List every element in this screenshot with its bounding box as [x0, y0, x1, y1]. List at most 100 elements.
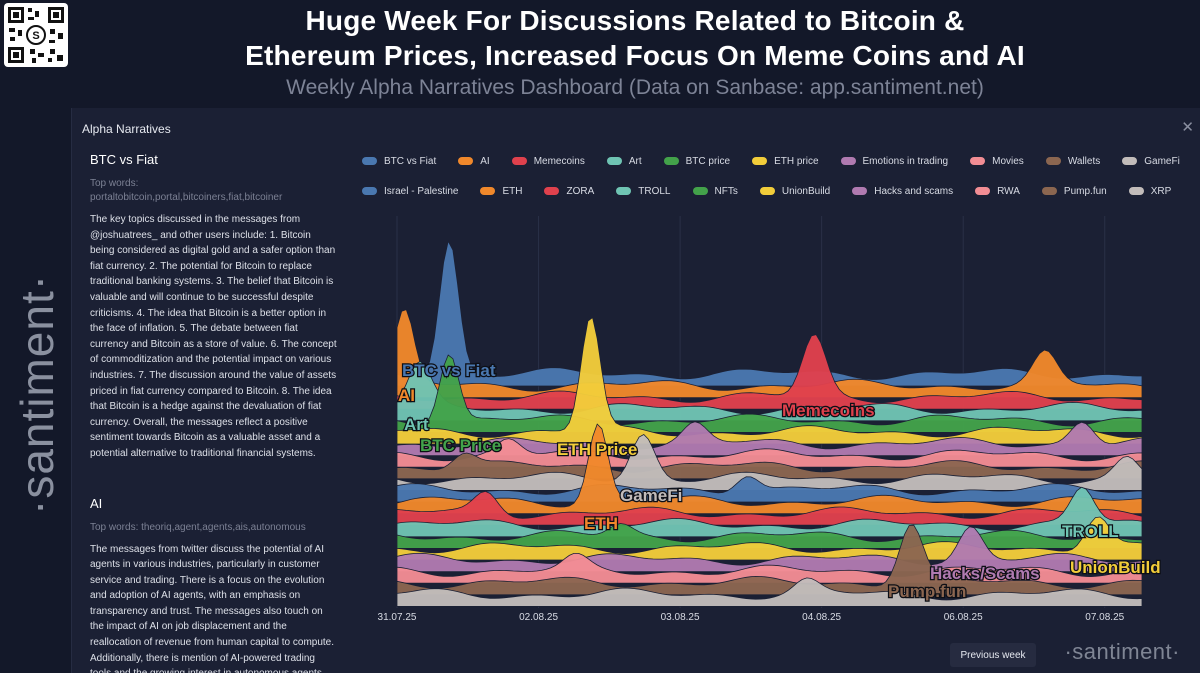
- legend-item-eth[interactable]: ETH: [480, 186, 522, 197]
- narrative-item-ai[interactable]: AI Top words: theoriq,agent,agents,ais,a…: [90, 496, 338, 673]
- legend-item-nfts[interactable]: NFTs: [692, 185, 738, 197]
- callout-btc-price: BTC Price: [419, 435, 503, 457]
- callout-btc-vs-fiat: BTC vs Fiat: [401, 360, 497, 382]
- x-axis-labels: 31.07.25 02.08.25 03.08.25 04.08.25 06.08.25…: [362, 612, 1182, 626]
- legend-item-eth-price[interactable]: ETH price: [752, 155, 819, 167]
- narrative-title: BTC vs Fiat: [90, 152, 158, 167]
- x-tick-label: 31.07.25: [377, 612, 417, 623]
- ridge-pump-fun[interactable]: [396, 524, 1143, 596]
- legend-item-btc-price[interactable]: BTC price: [663, 155, 731, 167]
- legend-swatch: [511, 157, 527, 165]
- x-tick-label: 06.08.25: [943, 612, 983, 623]
- legend-item-unionbuild[interactable]: UnionBuild: [759, 185, 831, 197]
- top-words-label: Top words:: [90, 521, 139, 533]
- callout-gamefi: GameFi: [619, 485, 684, 507]
- callout-eth-price: ETH Price: [556, 439, 639, 461]
- ridgeline-chart: BTC vs Fiat AI Memecoins Art BTC price ETH pr…: [362, 146, 1182, 626]
- legend-swatch: [544, 187, 560, 195]
- ridge-gamefi[interactable]: [396, 434, 1143, 491]
- legend-swatch: [480, 187, 496, 195]
- headline: Huge Week For Discussions Related to Bit…: [80, 3, 1190, 73]
- panel-title: Alpha Narratives: [82, 122, 171, 136]
- legend-label: Art: [628, 155, 642, 167]
- legend-item-movies[interactable]: Movies: [970, 156, 1024, 167]
- ridge-zora[interactable]: [396, 490, 1143, 526]
- legend-item-gamefi[interactable]: GameFi: [1122, 156, 1180, 167]
- legend-label: BTC vs Fiat: [384, 155, 437, 167]
- legend-swatch: [970, 157, 986, 165]
- ridge-btc-price[interactable]: [396, 354, 1143, 433]
- callout-eth: ETH: [583, 513, 620, 535]
- legend-row: BTC vs Fiat AI Memecoins Art BTC price ETH pr…: [362, 146, 1182, 176]
- chart-legend: BTC vs Fiat AI Memecoins Art BTC price ETH pr…: [362, 146, 1182, 206]
- qr-code-icon: S: [4, 3, 68, 67]
- legend-label: GameFi: [1144, 155, 1180, 167]
- subtitle: Weekly Alpha Narratives Dashboard (Data …: [286, 76, 984, 99]
- legend-item-troll[interactable]: TROLL: [616, 186, 671, 197]
- callout-art: Art: [403, 414, 430, 436]
- legend-swatch: [840, 157, 856, 165]
- legend-item-rwa[interactable]: RWA: [975, 186, 1020, 197]
- top-words-list: theoriq,agent,agents,ais,autonomous: [141, 521, 306, 533]
- left-rail: ·santiment·: [0, 108, 71, 673]
- narrative-title: AI: [90, 495, 103, 511]
- legend-item-hacks-and-scams[interactable]: Hacks and scams: [852, 186, 953, 197]
- legend-label: BTC price: [685, 155, 731, 167]
- x-tick-label: 07.08.25: [1085, 612, 1125, 623]
- x-tick-label: 04.08.25: [802, 612, 842, 623]
- legend-label: ETH price: [774, 155, 819, 167]
- callout-unionbuild: UnionBuild: [1069, 557, 1162, 579]
- headline-line-1: Huge Week For Discussions Related to Bit…: [305, 5, 965, 36]
- legend-label: RWA: [997, 185, 1020, 197]
- legend-row: Israel - Palestine ETH ZORA TROLL NFTs UnionB…: [362, 176, 1182, 206]
- ridge-eth-price[interactable]: [396, 316, 1143, 445]
- legend-label: ETH: [502, 185, 523, 197]
- legend-item-art[interactable]: Art: [606, 155, 642, 167]
- legend-item-xrp[interactable]: XRP: [1128, 186, 1171, 197]
- ridge-ai[interactable]: [396, 309, 1143, 398]
- legend-swatch: [362, 157, 377, 165]
- legend-item-wallets[interactable]: Wallets: [1045, 155, 1101, 167]
- legend-item-zora[interactable]: ZORA: [544, 186, 594, 197]
- callout-memecoins: Memecoins: [781, 400, 876, 422]
- legend-swatch: [458, 157, 474, 165]
- narrative-summary: The messages from twitter discuss the po…: [90, 543, 335, 673]
- legend-swatch: [852, 187, 868, 195]
- santiment-footer-logo: ·santiment·: [1064, 639, 1180, 664]
- ridge-btc-vs-fiat[interactable]: [396, 240, 1143, 387]
- narrative-summary: The key topics discussed in the messages…: [90, 214, 337, 459]
- ridge-xrp[interactable]: [396, 577, 1143, 607]
- legend-swatch: [752, 157, 768, 165]
- narrative-list[interactable]: BTC vs Fiat Top words: portaltobitcoin,p…: [90, 152, 338, 673]
- ridge-memecoins[interactable]: [396, 334, 1143, 410]
- legend-item-emotions-in-trading[interactable]: Emotions in trading: [840, 156, 948, 167]
- legend-item-pump-fun[interactable]: Pump.fun: [1041, 186, 1107, 197]
- legend-label: NFTs: [714, 185, 738, 197]
- legend-label: AI: [480, 155, 490, 167]
- legend-item-ai[interactable]: AI: [458, 155, 490, 167]
- ridge-rwa[interactable]: [396, 553, 1143, 584]
- legend-item-btc-vs-fiat[interactable]: BTC vs Fiat: [362, 156, 436, 167]
- legend-label: Israel - Palestine: [384, 185, 459, 197]
- legend-swatch: [1128, 187, 1144, 195]
- legend-label: Wallets: [1067, 155, 1101, 167]
- x-tick-label: 03.08.25: [660, 612, 700, 623]
- legend-label: UnionBuild: [781, 185, 831, 197]
- previous-week-button[interactable]: Previous week: [950, 643, 1036, 667]
- alpha-narratives-panel: Alpha Narratives ✕ BTC vs Fiat Top words…: [71, 108, 1200, 673]
- legend-swatch: [1045, 157, 1061, 165]
- close-icon[interactable]: ✕: [1181, 119, 1194, 136]
- ridge-emotions-in-trading[interactable]: [396, 421, 1143, 456]
- ridge-troll[interactable]: [396, 486, 1143, 538]
- legend-item-memecoins[interactable]: Memecoins: [511, 156, 585, 167]
- legend-label: Movies: [992, 155, 1024, 167]
- legend-swatch: [362, 187, 377, 195]
- narrative-item-btc-vs-fiat[interactable]: BTC vs Fiat Top words: portaltobitcoin,p…: [90, 152, 338, 462]
- ridge-movies[interactable]: [396, 438, 1143, 468]
- ridge-wallets[interactable]: [396, 452, 1143, 480]
- callout-ai: AI: [397, 385, 417, 407]
- legend-swatch: [606, 157, 622, 165]
- legend-swatch: [975, 187, 991, 195]
- legend-item-israel-palestine[interactable]: Israel - Palestine: [362, 186, 458, 197]
- ridge-eth[interactable]: [396, 423, 1143, 514]
